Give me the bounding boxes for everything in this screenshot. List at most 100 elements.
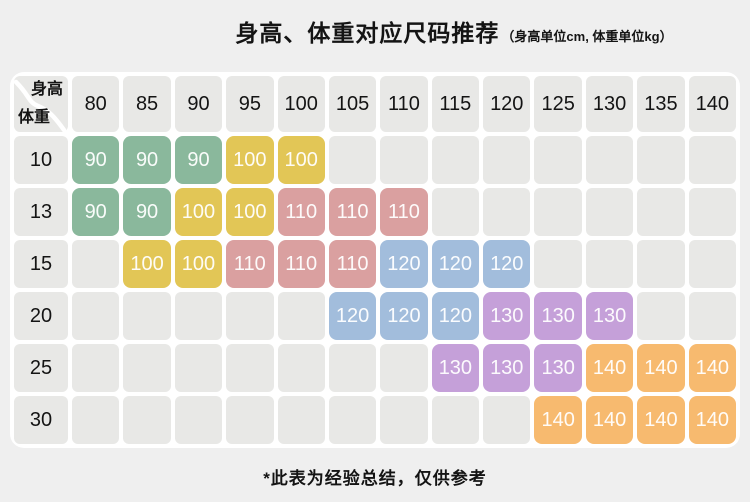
empty-cell-h85-w20	[123, 292, 171, 340]
height-header-110: 110	[380, 76, 428, 132]
empty-cell-h80-w30	[72, 396, 120, 444]
size-cell-h105-w20: 120	[328, 292, 377, 340]
size-cell-h125-w20: 130	[534, 292, 582, 340]
weight-header-13: 13	[14, 188, 68, 236]
size-cell-h120-w20: 130	[483, 292, 531, 340]
corner-weight-label: 体重	[18, 109, 51, 126]
size-cell-h100-w15: 110	[277, 240, 325, 288]
empty-cell-h110-w30	[380, 396, 428, 444]
size-cell-h80-w13: 90	[72, 188, 120, 236]
size-cell-h95-w15: 110	[226, 240, 274, 288]
empty-cell-h100-w20	[277, 292, 325, 340]
empty-cell-h80-w15	[72, 240, 120, 288]
empty-cell-h100-w30	[277, 396, 325, 444]
empty-cell-h125-w13	[534, 188, 582, 236]
empty-cell-h135-w20	[637, 292, 685, 340]
size-cell-h100-w13: 110	[277, 188, 325, 236]
size-cell-h95-w10: 100	[226, 136, 274, 184]
title-unit-note: （身高单位cm, 体重单位kg）	[501, 29, 673, 44]
size-cell-h115-w25: 130	[431, 344, 480, 392]
size-cell-h120-w25: 130	[483, 344, 531, 392]
height-header-130: 130	[585, 76, 634, 132]
weight-header-10: 10	[14, 136, 68, 184]
weight-header-20: 20	[14, 292, 68, 340]
diagonal-divider-icon	[14, 79, 67, 132]
size-cell-h110-w13: 110	[380, 188, 428, 236]
size-cell-h125-w25: 130	[534, 344, 582, 392]
size-cell-h110-w15: 120	[380, 240, 428, 288]
empty-cell-h135-w10	[637, 136, 685, 184]
size-cell-h105-w13: 110	[328, 188, 377, 236]
empty-cell-h85-w25	[123, 344, 171, 392]
empty-cell-h90-w25	[174, 344, 223, 392]
empty-cell-h140-w10	[688, 136, 736, 184]
empty-cell-h80-w20	[72, 292, 120, 340]
size-cell-h135-w30: 140	[637, 396, 685, 444]
height-header-90: 90	[174, 76, 223, 132]
size-cell-h95-w13: 100	[226, 188, 274, 236]
empty-cell-h95-w25	[226, 344, 274, 392]
size-cell-h85-w15: 100	[123, 240, 171, 288]
empty-cell-h140-w13	[688, 188, 736, 236]
empty-cell-h120-w10	[483, 136, 531, 184]
size-cell-h135-w25: 140	[637, 344, 685, 392]
size-cell-h85-w10: 90	[123, 136, 171, 184]
size-cell-h125-w30: 140	[534, 396, 582, 444]
weight-header-15: 15	[14, 240, 68, 288]
empty-cell-h140-w15	[688, 240, 736, 288]
corner-header-cell: 身高 体重	[14, 76, 68, 132]
height-header-80: 80	[72, 76, 120, 132]
empty-cell-h95-w20	[226, 292, 274, 340]
empty-cell-h125-w10	[534, 136, 582, 184]
empty-cell-h130-w15	[585, 240, 634, 288]
empty-cell-h135-w13	[637, 188, 685, 236]
size-cell-h140-w25: 140	[688, 344, 736, 392]
size-cell-h100-w10: 100	[277, 136, 325, 184]
size-cell-h140-w30: 140	[688, 396, 736, 444]
corner-height-label: 身高	[30, 81, 63, 98]
height-header-125: 125	[534, 76, 582, 132]
size-cell-h110-w20: 120	[380, 292, 428, 340]
height-header-100: 100	[277, 76, 325, 132]
size-cell-h90-w10: 90	[174, 136, 223, 184]
page-title: 身高、体重对应尺码推荐 （身高单位cm, 体重单位kg）	[0, 0, 750, 72]
empty-cell-h110-w25	[380, 344, 428, 392]
size-cell-h90-w13: 100	[174, 188, 223, 236]
empty-cell-h85-w30	[123, 396, 171, 444]
weight-header-30: 30	[14, 396, 68, 444]
empty-cell-h120-w13	[483, 188, 531, 236]
empty-cell-h120-w30	[483, 396, 531, 444]
height-header-105: 105	[328, 76, 377, 132]
weight-header-25: 25	[14, 344, 68, 392]
title-text: 身高、体重对应尺码推荐	[235, 20, 500, 46]
height-header-115: 115	[431, 76, 480, 132]
height-header-120: 120	[483, 76, 531, 132]
size-cell-h85-w13: 90	[123, 188, 171, 236]
size-cell-h130-w30: 140	[585, 396, 634, 444]
empty-cell-h110-w10	[380, 136, 428, 184]
empty-cell-h90-w30	[174, 396, 223, 444]
empty-cell-h115-w10	[431, 136, 480, 184]
size-cell-h115-w15: 120	[431, 240, 480, 288]
size-cell-h105-w15: 110	[328, 240, 377, 288]
size-cell-h130-w20: 130	[585, 292, 634, 340]
size-cell-h90-w15: 100	[174, 240, 223, 288]
empty-cell-h115-w13	[431, 188, 480, 236]
empty-cell-h140-w20	[688, 292, 736, 340]
size-chart-panel: 身高 体重 80 85 90 95 100 105 110 115 120 125 130 135 14…	[10, 72, 740, 448]
height-header-135: 135	[637, 76, 685, 132]
empty-cell-h105-w10	[328, 136, 377, 184]
footnote: *此表为经验总结，仅供参考	[263, 469, 487, 488]
height-header-140: 140	[688, 76, 736, 132]
height-header-85: 85	[123, 76, 171, 132]
empty-cell-h105-w25	[328, 344, 377, 392]
empty-cell-h115-w30	[431, 396, 480, 444]
size-cell-h115-w20: 120	[431, 292, 480, 340]
empty-cell-h130-w10	[585, 136, 634, 184]
empty-cell-h100-w25	[277, 344, 325, 392]
size-cell-h120-w15: 120	[483, 240, 531, 288]
empty-cell-h130-w13	[585, 188, 634, 236]
empty-cell-h80-w25	[72, 344, 120, 392]
size-cell-h80-w10: 90	[72, 136, 120, 184]
empty-cell-h135-w15	[637, 240, 685, 288]
